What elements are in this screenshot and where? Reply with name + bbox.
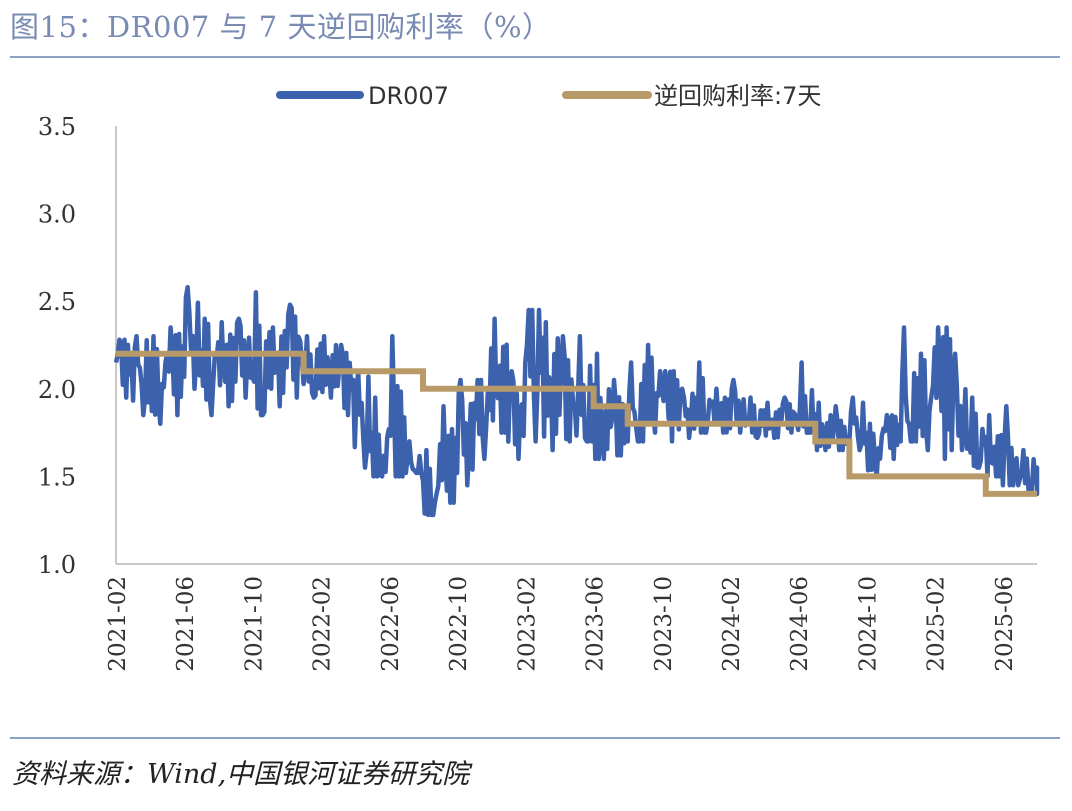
- x-tick-label: 2022-06: [378, 576, 404, 672]
- source-rule: [10, 737, 1060, 739]
- x-tick-label: 2025-02: [924, 576, 950, 672]
- title-rule: [10, 56, 1060, 58]
- figure-title: 图15：DR007 与 7 天逆回购利率（%）: [10, 10, 552, 44]
- line-chart: 3.5 3.0 2.5 2.0 1.5 1.0 2021-02 2021-06 2021-10…: [38, 82, 1040, 672]
- y-tick-label: 3.5: [38, 113, 76, 141]
- x-tick-label: 2022-02: [310, 576, 336, 672]
- x-tick-label: 2022-10: [446, 576, 472, 672]
- reverse-repo-series-line: [116, 350, 1037, 497]
- x-tick-label: 2024-02: [719, 576, 745, 672]
- source-note: 资料来源：Wind,中国银河证券研究院: [12, 759, 470, 790]
- chart-legend: DR007 逆回购利率:7天: [276, 82, 821, 110]
- x-axis-ticks: 2021-02 2021-06 2021-10 2022-02 2022-06 2022-…: [105, 576, 1018, 672]
- y-tick-label: 3.0: [38, 201, 76, 229]
- x-tick-label: 2024-06: [787, 576, 813, 672]
- x-tick-label: 2021-02: [105, 576, 131, 672]
- x-tick-label: 2023-10: [651, 576, 677, 672]
- x-tick-label: 2025-06: [992, 576, 1018, 672]
- y-axis-ticks: 3.5 3.0 2.5 2.0 1.5 1.0: [38, 113, 76, 579]
- y-tick-label: 1.0: [38, 551, 76, 579]
- x-tick-label: 2024-10: [855, 576, 881, 672]
- chart-axes: [115, 126, 1037, 565]
- y-tick-label: 2.0: [38, 376, 76, 404]
- x-tick-label: 2021-10: [241, 576, 267, 672]
- x-tick-label: 2023-06: [583, 576, 609, 672]
- dr007-series-line: [113, 284, 1040, 518]
- legend-label-dr007: DR007: [368, 82, 449, 110]
- y-tick-label: 1.5: [38, 463, 76, 491]
- y-tick-label: 2.5: [38, 288, 76, 316]
- series-layer: [113, 284, 1040, 518]
- x-tick-label: 2021-06: [173, 576, 199, 672]
- x-tick-label: 2023-02: [514, 576, 540, 672]
- legend-label-reverse-repo: 逆回购利率:7天: [654, 82, 821, 110]
